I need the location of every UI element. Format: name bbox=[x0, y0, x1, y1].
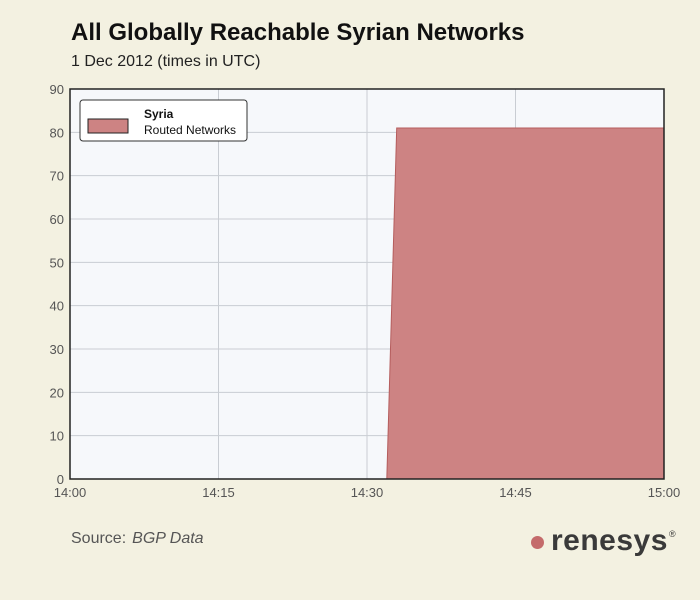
source-label: Source: bbox=[71, 530, 127, 547]
y-tick-label: 30 bbox=[50, 342, 64, 357]
x-tick-label: 14:45 bbox=[499, 485, 532, 500]
chart-title: All Globally Reachable Syrian Networks bbox=[71, 19, 525, 46]
source-value: BGP Data bbox=[132, 530, 204, 547]
brand-name: renesys bbox=[551, 524, 668, 557]
y-tick-label: 0 bbox=[57, 472, 64, 487]
x-tick-label: 14:30 bbox=[351, 485, 384, 500]
y-tick-label: 70 bbox=[50, 169, 64, 184]
y-tick-label: 80 bbox=[50, 125, 64, 140]
source-note: Source: BGP Data bbox=[71, 530, 204, 548]
y-tick-label: 40 bbox=[50, 299, 64, 314]
legend-swatch bbox=[87, 118, 129, 134]
y-tick-label: 90 bbox=[50, 82, 64, 97]
x-tick-label: 15:00 bbox=[648, 485, 681, 500]
brand-dot-icon bbox=[531, 536, 544, 549]
plot-frame bbox=[69, 88, 665, 480]
y-tick-label: 50 bbox=[50, 255, 64, 270]
y-tick-label: 20 bbox=[50, 385, 64, 400]
chart-subtitle: 1 Dec 2012 (times in UTC) bbox=[71, 53, 261, 70]
registered-mark: ® bbox=[668, 529, 676, 539]
x-tick-label: 14:00 bbox=[54, 485, 87, 500]
legend-entry: Routed Networks bbox=[144, 123, 236, 137]
brand-logo: renesys ® bbox=[531, 523, 676, 559]
x-tick-label: 14:15 bbox=[202, 485, 235, 500]
legend-title: Syria bbox=[144, 107, 174, 121]
y-tick-label: 60 bbox=[50, 212, 64, 227]
y-tick-label: 10 bbox=[50, 429, 64, 444]
